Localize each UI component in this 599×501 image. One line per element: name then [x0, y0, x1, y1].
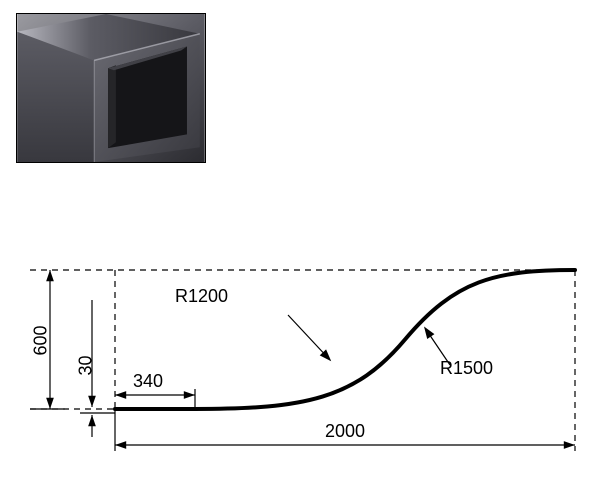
dimension-340: 340	[133, 371, 163, 392]
product-photo	[16, 13, 206, 163]
radius-r1500: R1500	[440, 358, 493, 379]
tube-rendering	[17, 14, 205, 162]
technical-drawing	[20, 260, 585, 470]
dimension-30: 30	[76, 355, 97, 375]
radius-r1200: R1200	[175, 286, 228, 307]
dimension-2000: 2000	[325, 421, 365, 442]
dimension-600: 600	[31, 325, 52, 355]
